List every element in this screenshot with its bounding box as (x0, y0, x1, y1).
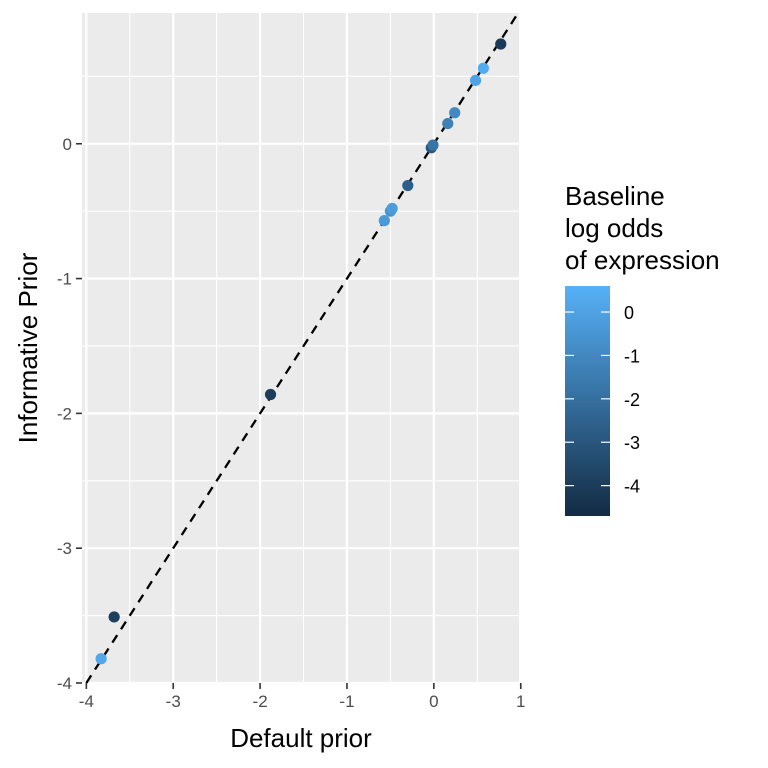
legend-tick-label: 0 (624, 303, 634, 323)
data-point (442, 117, 454, 130)
y-tick-label: -4 (57, 674, 72, 693)
data-point (495, 38, 507, 50)
legend-tick-label: -4 (624, 477, 640, 497)
data-point (264, 388, 277, 401)
legend-title-line-1: Baseline (565, 181, 665, 211)
data-point (449, 107, 461, 119)
x-tick-label: -1 (339, 692, 354, 711)
data-point (477, 62, 489, 74)
data-point (108, 611, 120, 623)
data-point (378, 215, 390, 227)
legend-colorbar (565, 286, 610, 516)
x-tick-label: -4 (79, 692, 94, 711)
legend-tick-label: -2 (624, 390, 640, 410)
data-points (95, 38, 507, 665)
legend-title-line-3: of expression (565, 245, 720, 275)
x-tick-label: 1 (516, 692, 525, 711)
data-point (427, 139, 439, 151)
minor-gridlines (82, 13, 519, 683)
data-point (95, 653, 107, 665)
data-point (386, 202, 398, 215)
data-point (402, 179, 414, 192)
x-axis-title: Default prior (230, 723, 372, 753)
x-axis: -4 -3 -2 -1 0 1 (79, 683, 525, 711)
y-tick-label: -1 (57, 270, 72, 289)
color-legend: Baseline log odds of expression 0 -1 -2 -3 -… (565, 181, 720, 516)
x-tick-label: -2 (253, 692, 268, 711)
data-point (469, 74, 482, 87)
x-tick-label: -3 (166, 692, 181, 711)
major-gridlines (82, 13, 522, 685)
y-tick-label: -3 (57, 539, 72, 558)
legend-tick-label: -1 (624, 346, 640, 366)
legend-ticks: 0 -1 -2 -3 -4 (565, 303, 640, 497)
x-tick-label: 0 (429, 692, 438, 711)
y-axis: -4 -3 -2 -1 0 (57, 135, 82, 693)
y-tick-label: -2 (57, 404, 72, 423)
y-axis-title: Informative Prior (13, 252, 43, 443)
legend-tick-label: -3 (624, 433, 640, 453)
legend-title-line-2: log odds (565, 213, 663, 243)
y-tick-label: 0 (63, 135, 72, 154)
